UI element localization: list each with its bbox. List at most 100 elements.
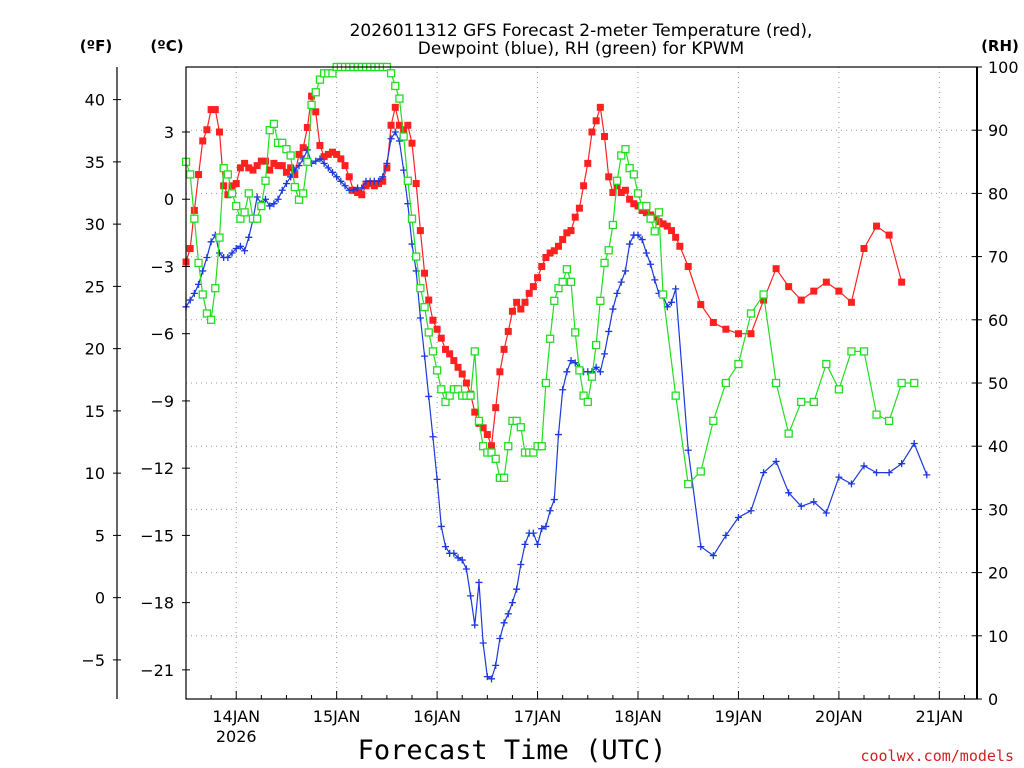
dewpoint-point (534, 540, 542, 548)
temperature-point (550, 247, 558, 255)
temperature-point (341, 162, 349, 170)
temperature-line (185, 95, 903, 447)
rh-point (575, 366, 584, 375)
x-tick-label: 17JAN (514, 707, 562, 726)
temperature-point (592, 117, 600, 125)
temperature-point (383, 164, 391, 172)
dewpoint-point (822, 509, 830, 517)
rh-point (294, 195, 304, 204)
source-watermark: coolwx.com/models (860, 747, 1014, 765)
celsius-tick-label: −9 (150, 392, 174, 411)
dewpoint-point (316, 155, 324, 163)
temperature-point (529, 283, 537, 291)
celsius-axis-unit: (ºC) (150, 37, 183, 55)
rh-tick-label: 10 (988, 627, 1008, 646)
rh-tick-label: 100 (988, 58, 1019, 77)
rh-point (395, 94, 404, 103)
dewpoint-point (387, 135, 395, 143)
temperature-point (241, 159, 249, 167)
x-tick-label: 14JAN (212, 707, 260, 726)
dewpoint-point (517, 561, 525, 569)
rh-point (311, 88, 320, 97)
temperature-point (601, 132, 609, 140)
temperature-point (517, 305, 525, 313)
dewpoint-point (672, 285, 680, 293)
dewpoint-point (847, 480, 855, 488)
dewpoint-point (760, 469, 768, 477)
temperature-point (504, 327, 512, 335)
temperature-point (822, 278, 830, 286)
temperature-point (358, 191, 366, 199)
rh-point (466, 391, 475, 400)
temperature-point (584, 159, 592, 167)
temperature-point (588, 128, 596, 136)
temperature-point (291, 171, 299, 179)
temperature-point (186, 245, 194, 253)
temperature-point (429, 316, 437, 324)
celsius-tick-label: −18 (140, 594, 174, 613)
rh-point (232, 201, 241, 211)
fahrenheit-tick-label: 30 (85, 215, 105, 234)
temperature-point (320, 153, 328, 161)
dewpoint-point (563, 368, 571, 376)
temperature-point (471, 408, 479, 416)
temperature-point (458, 370, 466, 378)
rh-axis-unit: (RH) (981, 37, 1019, 55)
dewpoint-point (433, 475, 441, 483)
rh-point (223, 170, 233, 179)
temperature-point (257, 157, 265, 165)
rh-point (399, 132, 408, 141)
dewpoint-point (835, 473, 843, 481)
rh-point (671, 391, 680, 400)
rh-point (646, 214, 655, 223)
rh-point (684, 479, 693, 489)
temperature-point (747, 330, 755, 338)
dewpoint-point (199, 267, 207, 275)
fahrenheit-tick-label: 25 (85, 277, 105, 296)
dewpoint-point (626, 240, 634, 248)
temperature-point (483, 431, 491, 439)
temperature-point (211, 106, 219, 114)
rh-point (211, 284, 220, 293)
x-tick-label: 19JAN (715, 707, 763, 726)
rh-point (537, 442, 546, 451)
temperature-point (287, 164, 295, 172)
dewpoint-point (400, 166, 408, 174)
temperature-point (609, 189, 617, 197)
rh-point (721, 378, 731, 388)
fahrenheit-tick-label: 35 (85, 153, 105, 172)
chart-title-line-1: 2026011312 GFS Forecast 2-meter Temperat… (350, 21, 813, 41)
fahrenheit-tick-label: 5 (95, 526, 105, 545)
temperature-point (337, 155, 345, 163)
dewpoint-point (508, 599, 516, 607)
dewpoint-point (416, 314, 424, 322)
temperature-point (228, 182, 236, 190)
fahrenheit-axis-unit: (ºF) (80, 37, 112, 55)
temperature-point (232, 180, 240, 188)
rh-point (194, 258, 203, 268)
dewpoint-point (513, 585, 521, 593)
dewpoint-point (312, 157, 320, 165)
temperature-point (630, 200, 638, 208)
celsius-tick-label: 0 (164, 190, 174, 209)
dewpoint-point (349, 186, 357, 194)
rh-point (516, 423, 525, 432)
rh-point (583, 397, 592, 407)
rh-point (244, 189, 253, 198)
rh-point (554, 284, 563, 293)
temperature-point (203, 126, 211, 134)
celsius-tick-label: −6 (150, 325, 174, 344)
rh-point (872, 410, 881, 419)
rh-point (621, 145, 630, 154)
temperature-point (412, 180, 420, 188)
dewpoint-point (475, 578, 483, 586)
rh-point (420, 303, 429, 312)
rh-point (897, 378, 906, 388)
rh-point (499, 473, 509, 482)
dewpoint-point (529, 529, 537, 537)
rh-point (441, 397, 450, 407)
rh-point (303, 157, 312, 166)
rh-tick-label: 90 (988, 121, 1008, 140)
temperature-point (575, 204, 583, 212)
